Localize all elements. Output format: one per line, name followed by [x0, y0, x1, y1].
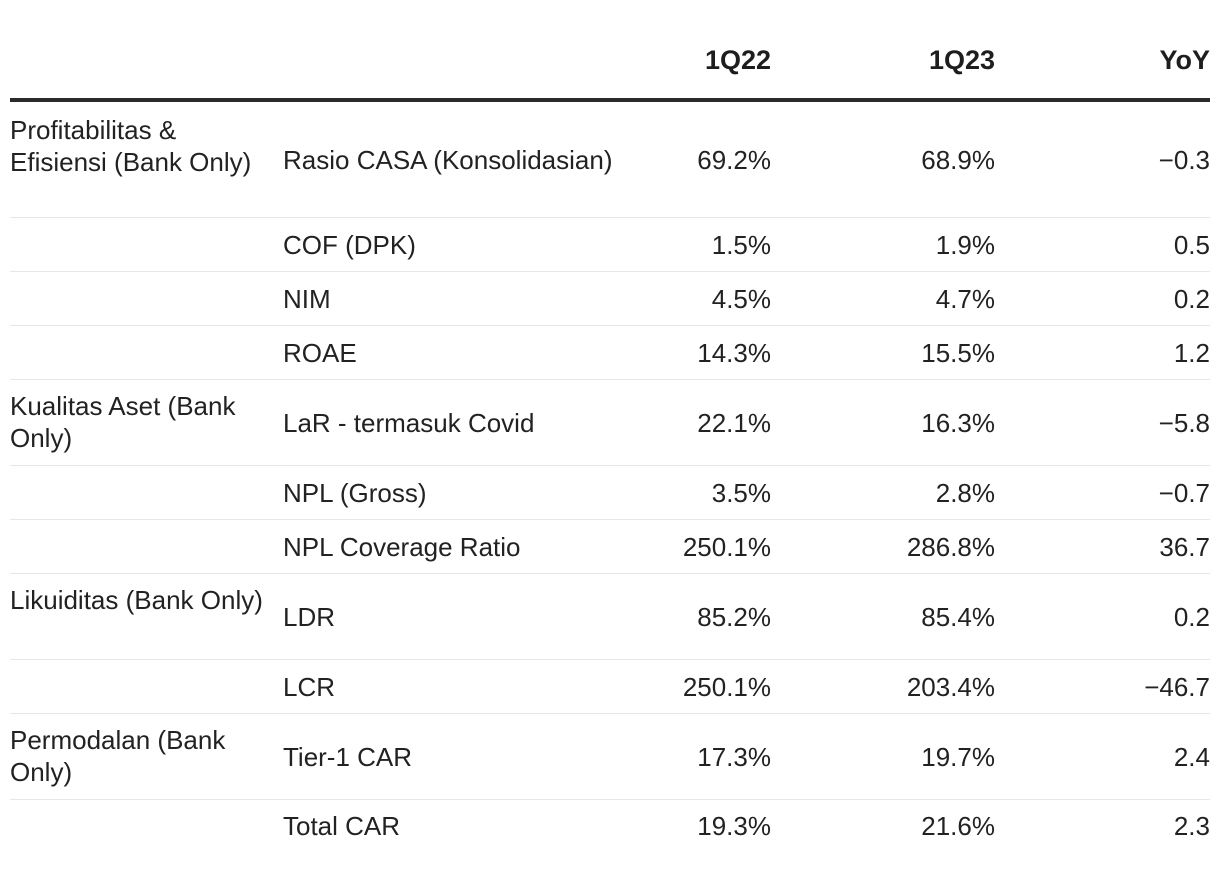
- metric-label: Rasio CASA (Konsolidasian): [283, 144, 613, 175]
- value-1q23: 203.4%: [906, 671, 995, 702]
- value-1q22: 22.1%: [697, 407, 771, 438]
- value-1q23: 4.7%: [935, 283, 995, 314]
- metric-label: LCR: [283, 671, 336, 702]
- metric-label: NPL Coverage Ratio: [283, 531, 521, 562]
- value-yoy: −46.7: [1144, 671, 1210, 702]
- value-1q23: 68.9%: [921, 144, 995, 175]
- table-row: Likuiditas (Bank Only) LDR 85.2% 85.4% 0…: [10, 574, 1210, 660]
- header-yoy: YoY: [1159, 45, 1210, 75]
- value-yoy: −0.3: [1158, 144, 1210, 175]
- value-1q23: 286.8%: [906, 531, 995, 562]
- group-label: Permodalan (Bank Only): [10, 725, 226, 787]
- header-1q22: 1Q22: [704, 45, 771, 75]
- value-yoy: 36.7: [1159, 531, 1210, 562]
- table-row: NPL (Gross) 3.5% 2.8% −0.7: [10, 466, 1210, 520]
- metric-label: NIM: [283, 283, 331, 314]
- metric-label: ROAE: [283, 337, 357, 368]
- value-1q22: 250.1%: [682, 671, 771, 702]
- value-yoy: 0.2: [1173, 283, 1210, 314]
- value-1q23: 85.4%: [921, 601, 995, 632]
- value-yoy: −0.7: [1158, 477, 1210, 508]
- table-header-row: 1Q22 1Q23 YoY: [10, 0, 1210, 102]
- header-1q23: 1Q23: [928, 45, 995, 75]
- value-yoy: 1.2: [1173, 337, 1210, 368]
- value-1q22: 85.2%: [697, 601, 771, 632]
- metric-label: NPL (Gross): [283, 477, 427, 508]
- group-label: Kualitas Aset (Bank Only): [10, 391, 236, 453]
- value-1q22: 1.5%: [711, 229, 771, 260]
- value-yoy: −5.8: [1158, 407, 1210, 438]
- financial-ratios-table: 1Q22 1Q23 YoY Profitabilitas & Efisiensi…: [10, 0, 1210, 870]
- value-1q22: 69.2%: [697, 144, 771, 175]
- table-row: ROAE 14.3% 15.5% 1.2: [10, 326, 1210, 380]
- value-1q23: 1.9%: [935, 229, 995, 260]
- value-1q23: 19.7%: [921, 741, 995, 772]
- value-1q23: 15.5%: [921, 337, 995, 368]
- value-1q23: 2.8%: [935, 477, 995, 508]
- table-row: NPL Coverage Ratio 250.1% 286.8% 36.7: [10, 520, 1210, 574]
- value-1q23: 16.3%: [921, 407, 995, 438]
- table-row: COF (DPK) 1.5% 1.9% 0.5: [10, 218, 1210, 272]
- metric-label: Total CAR: [283, 811, 401, 841]
- metric-label: LaR - termasuk Covid: [283, 407, 535, 438]
- value-1q22: 14.3%: [697, 337, 771, 368]
- value-1q23: 21.6%: [921, 811, 995, 841]
- table-row: Kualitas Aset (Bank Only) LaR - termasuk…: [10, 380, 1210, 466]
- metric-label: Tier-1 CAR: [283, 741, 413, 772]
- group-label: Likuiditas (Bank Only): [10, 585, 263, 615]
- value-yoy: 0.5: [1173, 229, 1210, 260]
- value-1q22: 3.5%: [711, 477, 771, 508]
- table-row: NIM 4.5% 4.7% 0.2: [10, 272, 1210, 326]
- value-yoy: 2.3: [1173, 811, 1210, 841]
- value-1q22: 250.1%: [682, 531, 771, 562]
- value-yoy: 0.2: [1173, 601, 1210, 632]
- table-row: Total CAR 19.3% 21.6% 2.3: [10, 800, 1210, 870]
- value-1q22: 19.3%: [697, 811, 771, 841]
- table-row: Profitabilitas & Efisiensi (Bank Only) R…: [10, 102, 1210, 218]
- table-row: LCR 250.1% 203.4% −46.7: [10, 660, 1210, 714]
- metric-label: COF (DPK): [283, 229, 416, 260]
- value-yoy: 2.4: [1173, 741, 1210, 772]
- metric-label: LDR: [283, 601, 336, 632]
- value-1q22: 17.3%: [697, 741, 771, 772]
- table-row: Permodalan (Bank Only) Tier-1 CAR 17.3% …: [10, 714, 1210, 800]
- value-1q22: 4.5%: [711, 283, 771, 314]
- group-label: Profitabilitas & Efisiensi (Bank Only): [10, 115, 252, 177]
